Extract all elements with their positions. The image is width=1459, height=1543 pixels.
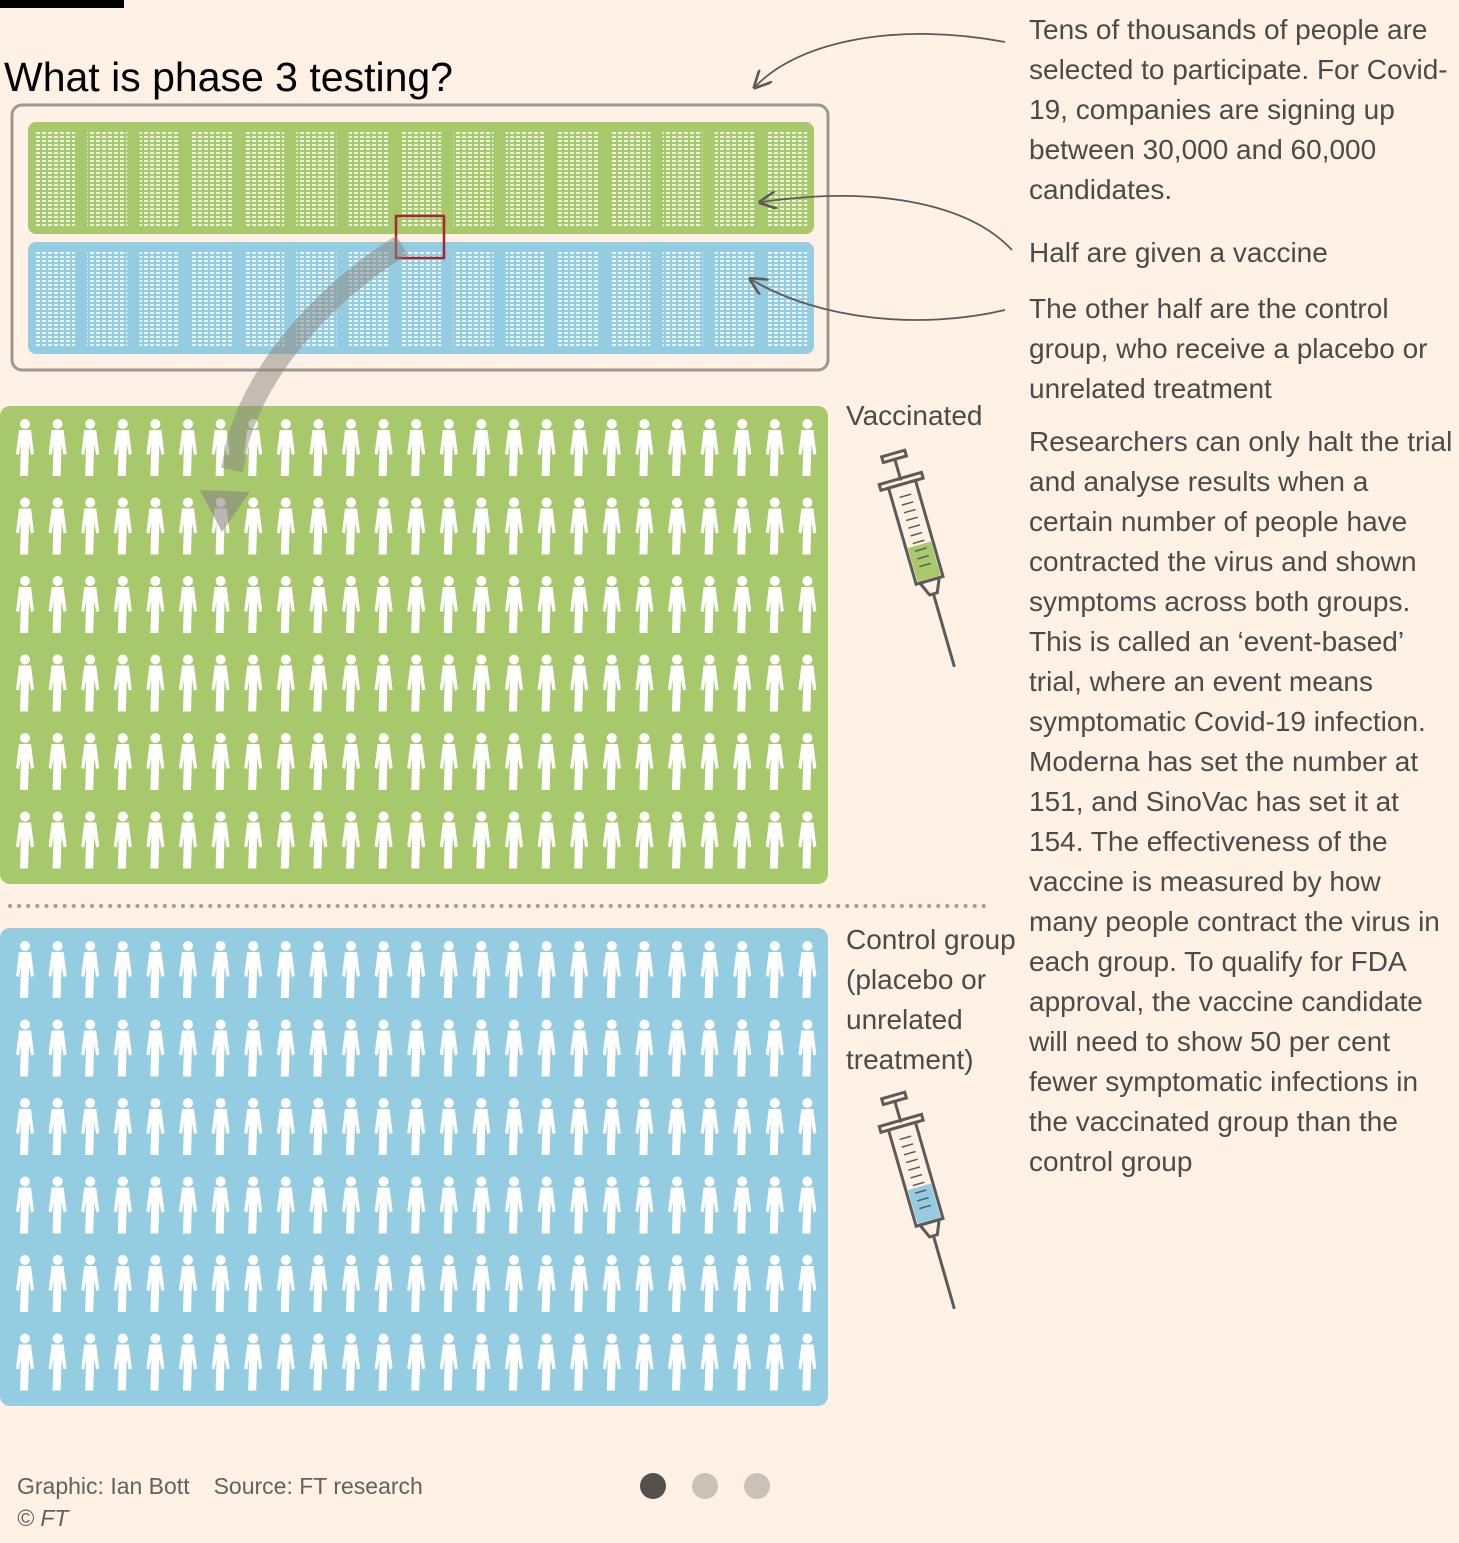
mini-crowd-column [139, 130, 180, 226]
overview-box [10, 103, 830, 372]
overview-crowd-columns [35, 130, 808, 346]
mini-crowd-column [296, 130, 337, 226]
mini-crowd-column [714, 130, 755, 226]
zoom-arrow-head [200, 490, 250, 532]
copyright: © FT [17, 1505, 69, 1531]
mini-crowd-column [35, 250, 75, 346]
mini-crowd-column [87, 130, 128, 226]
mini-crowd-column [87, 250, 128, 346]
page-dot-2[interactable] [692, 1473, 718, 1499]
mini-crowd-column [558, 130, 598, 226]
control-group-label: Control group (placebo or unrelated trea… [846, 924, 1016, 1075]
mini-crowd-column [662, 250, 703, 346]
mini-crowd-column [139, 250, 180, 346]
mini-crowd-column [767, 130, 808, 226]
graphic-credit: Graphic: Ian Bott [17, 1473, 190, 1499]
page-title: What is phase 3 testing? [4, 54, 453, 101]
mini-crowd-column [348, 130, 389, 226]
syringe-icon [877, 448, 956, 668]
vaccinated-group-panel [0, 406, 828, 884]
mini-crowd-column [244, 250, 285, 346]
mini-crowd-column [610, 130, 651, 226]
zoom-arrow [221, 235, 408, 473]
source-credit: Source: FT research [213, 1473, 423, 1499]
mini-crowd-column [401, 130, 442, 226]
syringe-icon [877, 1090, 956, 1310]
mini-crowd-column [505, 250, 546, 346]
control-half-note: The other half are the control group, wh… [1029, 293, 1428, 404]
page-dot-1[interactable] [640, 1473, 666, 1499]
control-group-panel [0, 928, 828, 1406]
mini-crowd-column [505, 130, 546, 226]
mini-crowd-column [610, 250, 651, 346]
participants-arrow [756, 33, 1006, 86]
mini-crowd-column [401, 250, 442, 346]
mini-crowd-column [191, 130, 232, 226]
mini-crowd-column [714, 250, 755, 346]
pagination [640, 1473, 770, 1499]
mini-crowd-column [558, 250, 598, 346]
control-half-arrow [752, 280, 1006, 321]
vaccine-half-note: Half are given a vaccine [1029, 237, 1328, 268]
mini-crowd-column [244, 130, 285, 226]
mini-crowd-column [453, 250, 494, 346]
participants-note: Tens of thousands of people are selected… [1029, 14, 1448, 205]
mini-crowd-column [191, 250, 232, 346]
mini-crowd-column [662, 130, 703, 226]
mini-crowd-column [453, 130, 494, 226]
mini-crowd-column [35, 130, 75, 226]
vaccine-half-arrow [762, 196, 1013, 251]
vaccinated-label: Vaccinated [846, 400, 983, 431]
credits: Graphic: Ian Bott Source: FT research [17, 1470, 423, 1502]
page-dot-3[interactable] [744, 1473, 770, 1499]
brand-bar [0, 0, 124, 8]
event-based-note: Researchers can only halt the trial and … [1029, 426, 1453, 1177]
